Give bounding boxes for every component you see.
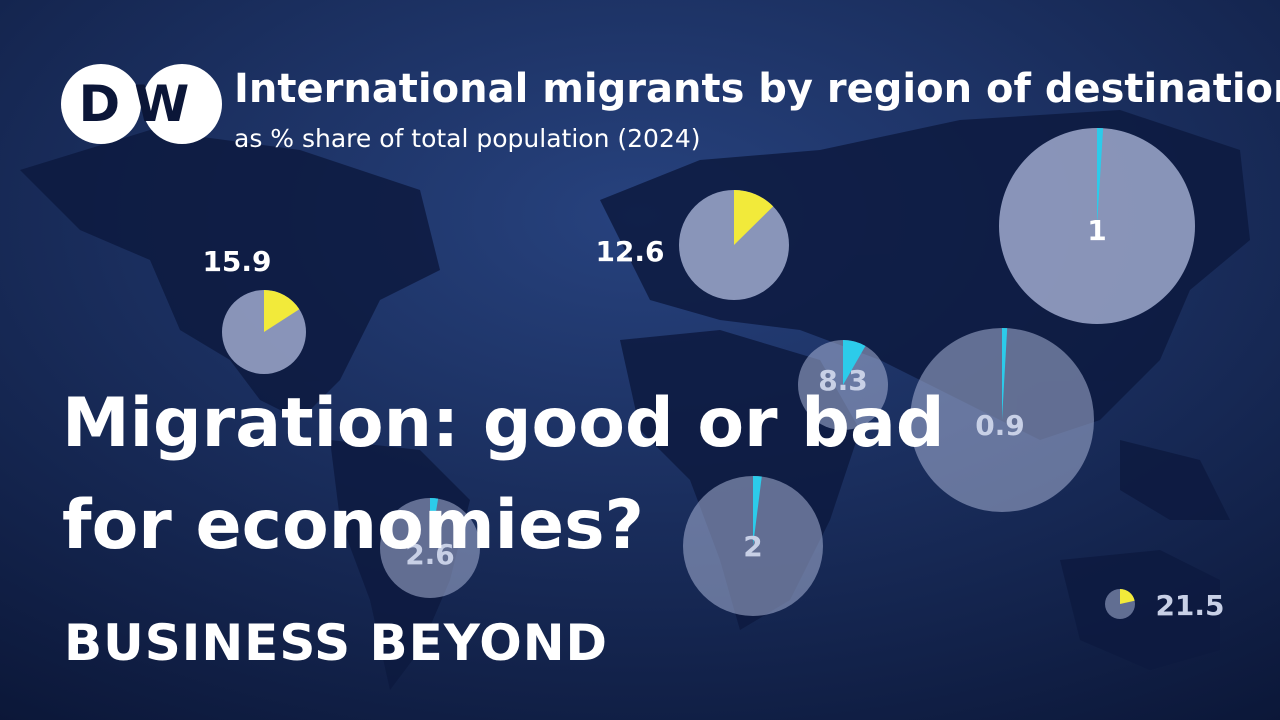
pie-label: 2.6 [405, 538, 455, 571]
pie-slice [1097, 128, 1104, 226]
logo-circle [142, 64, 222, 144]
pie-label: 15.9 [202, 245, 271, 278]
pie-slice [753, 476, 762, 546]
pie-slice [1120, 589, 1135, 604]
pie-slice [1002, 328, 1008, 420]
logo-text: DW [79, 75, 204, 133]
headline-line: Migration: good or bad [62, 384, 945, 463]
pie-label: 0.9 [975, 409, 1025, 442]
chart-subtitle: as % share of total population (2024) [234, 124, 701, 153]
pie-label: 12.6 [595, 235, 664, 268]
pie-slice [843, 340, 866, 385]
pie-label: 8.3 [818, 364, 868, 397]
logo: DW [61, 64, 222, 144]
pie-slice [430, 498, 439, 548]
pie-label: 1 [1087, 214, 1106, 247]
headline-line: for economies? [62, 486, 644, 565]
pie-slice [264, 290, 300, 332]
show-name: BUSINESS BEYOND [64, 614, 608, 672]
pie-slice [734, 189, 774, 245]
pies: 15.9 12.6 1 8.3 0.9 2 2.6 21.5 [202, 128, 1225, 622]
pie-label: 2 [743, 530, 762, 563]
pie-label: 21.5 [1155, 589, 1224, 622]
logo-circle [61, 64, 141, 144]
chart-title: International migrants by region of dest… [234, 66, 1280, 112]
